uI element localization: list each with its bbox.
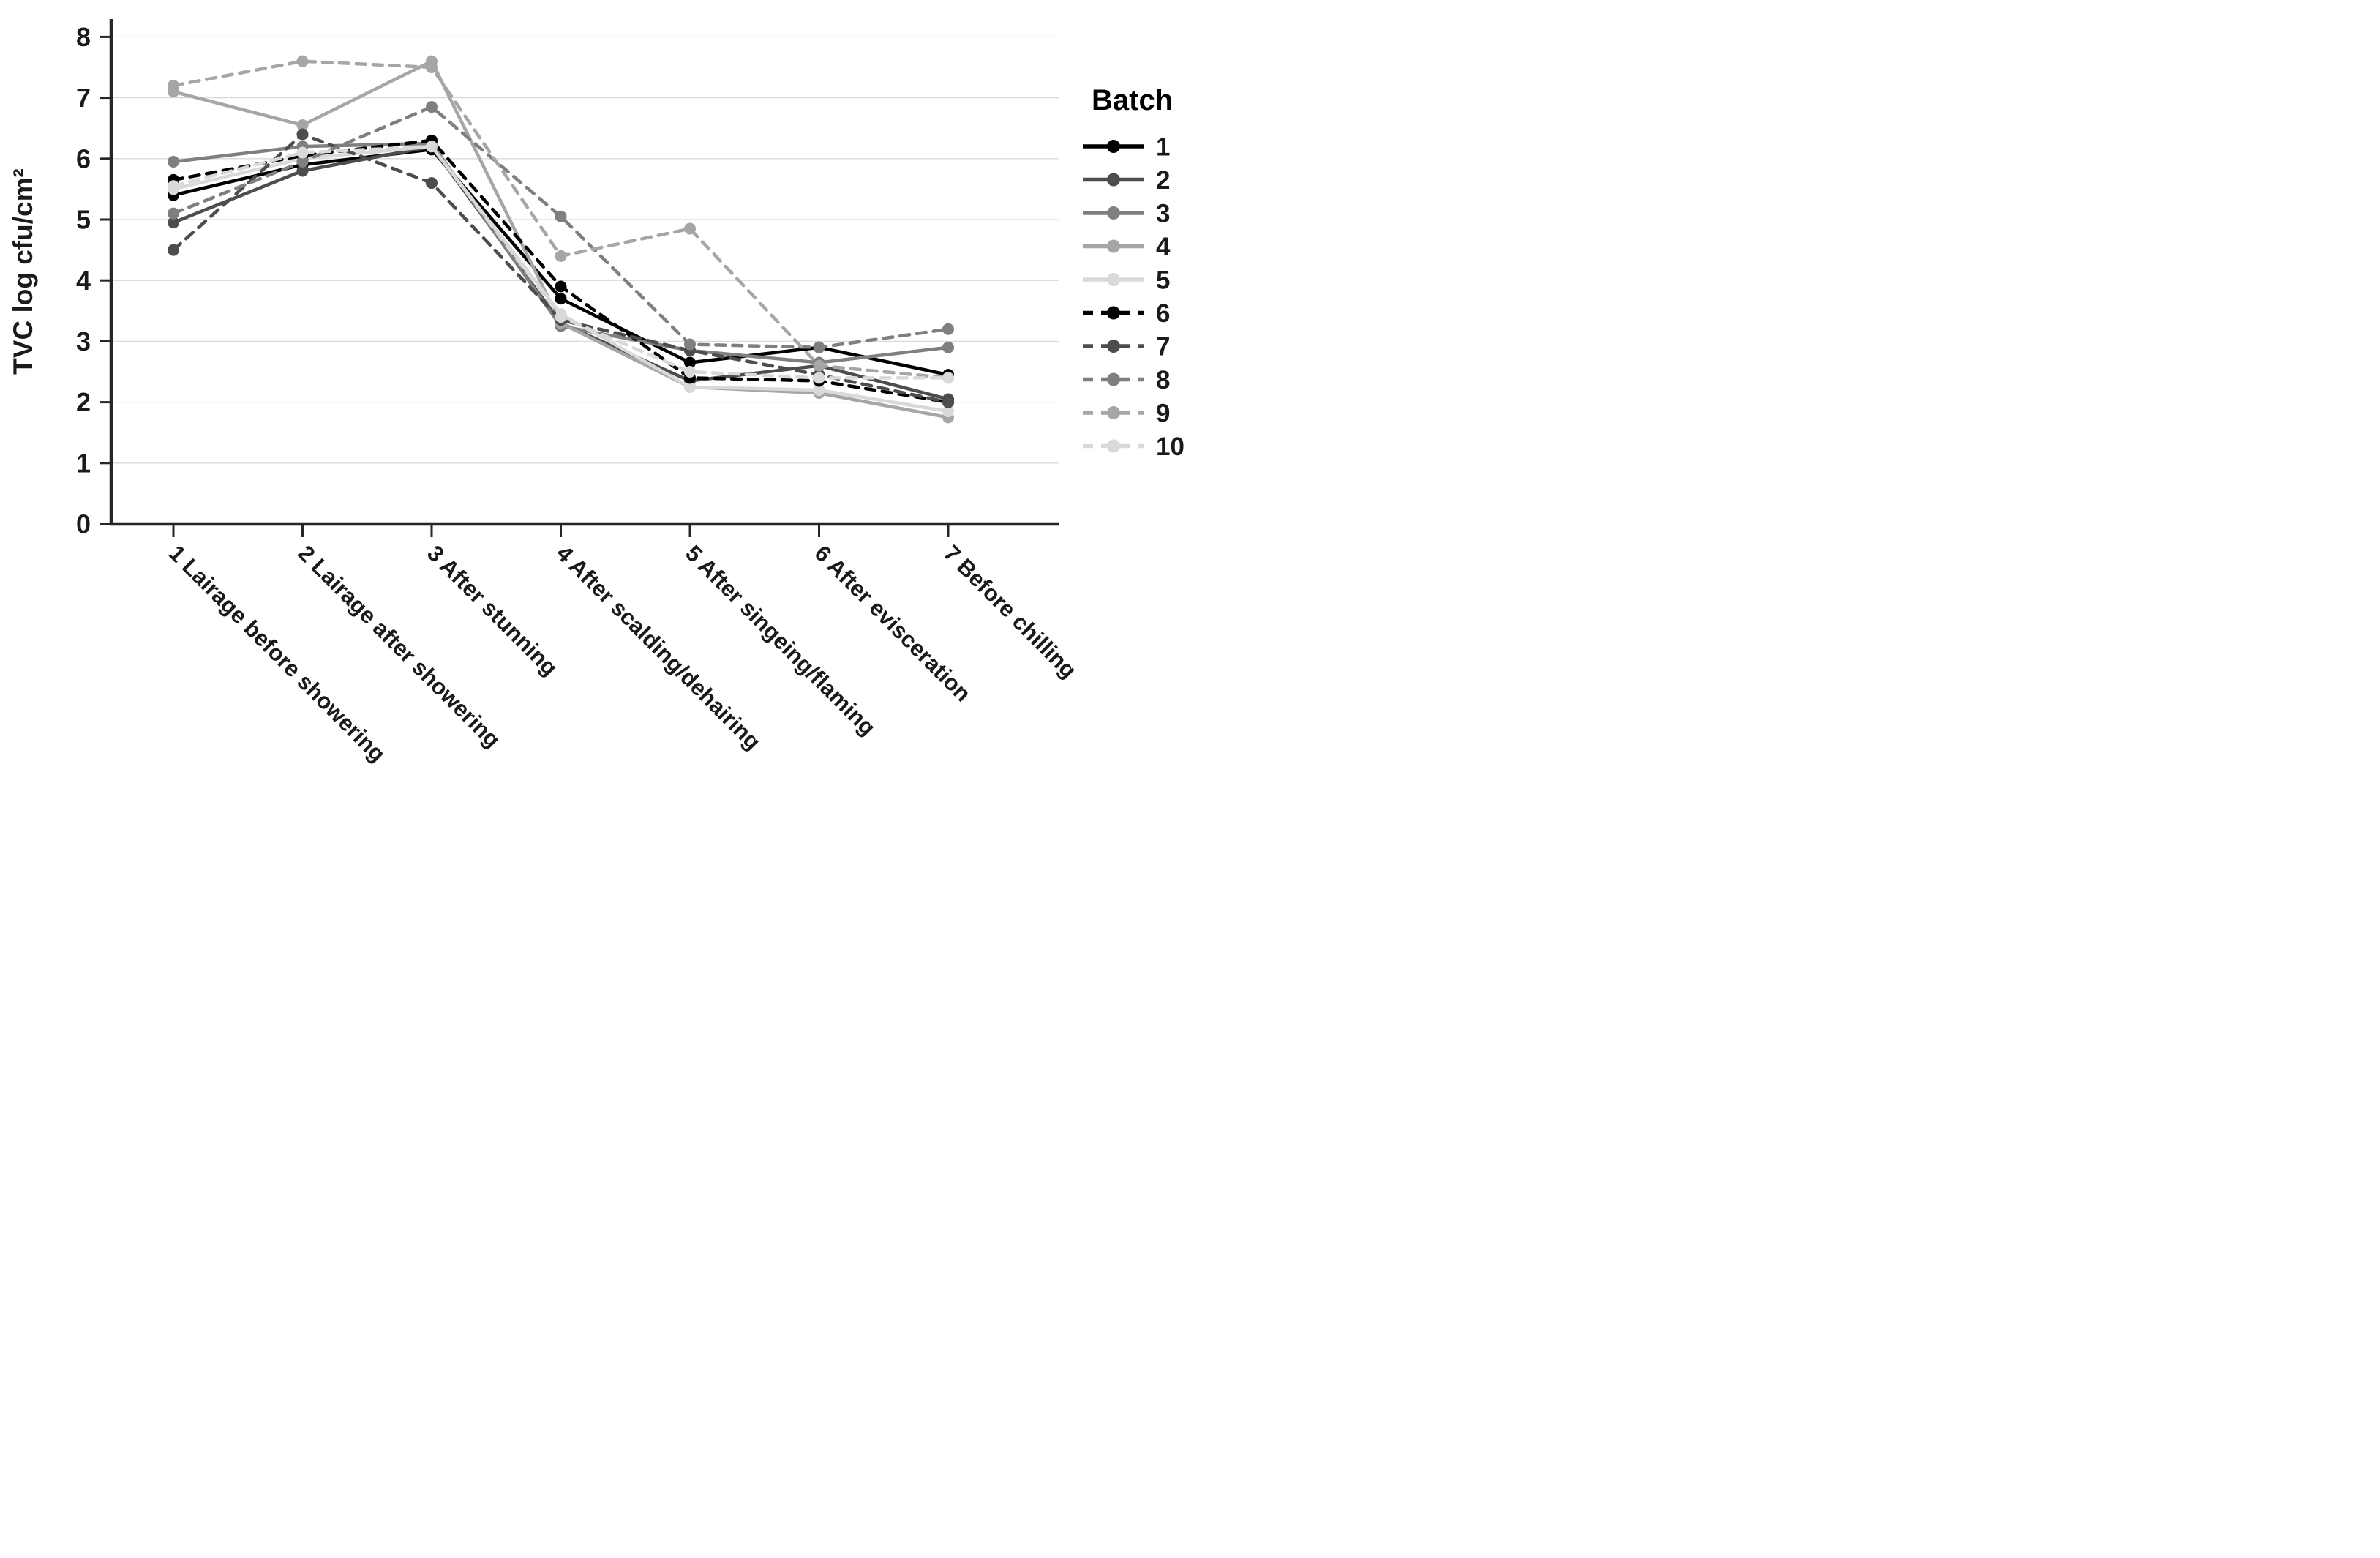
y-tick-label-1: 1 — [76, 448, 91, 478]
y-tick-labels: 0 1 2 3 4 5 6 7 8 — [76, 22, 111, 539]
marker-batch-8-stage-6 — [813, 341, 825, 353]
legend-label-batch-1: 1 — [1156, 132, 1170, 161]
y-tick-label-3: 3 — [76, 326, 91, 356]
y-tick-label-0: 0 — [76, 509, 91, 539]
y-tick-label-6: 6 — [76, 143, 91, 173]
legend-label-batch-4: 4 — [1156, 233, 1171, 261]
series-line-batch-6 — [171, 138, 950, 404]
legend-label-batch-6: 6 — [1156, 299, 1170, 328]
legend-item-batch-5: 5 — [1083, 266, 1170, 294]
marker-batch-7-stage-1 — [168, 244, 179, 256]
marker-batch-3-stage-1 — [168, 155, 179, 168]
marker-batch-6-stage-4 — [555, 280, 567, 293]
legend-label-batch-8: 8 — [1156, 366, 1170, 394]
marker-batch-10-stage-5 — [684, 366, 696, 378]
marker-batch-8-stage-2 — [296, 155, 309, 168]
legend-swatch-marker-batch-4 — [1107, 239, 1120, 253]
legend-item-batch-2: 2 — [1083, 166, 1170, 195]
x-category-label-7: 7 Before chilling — [939, 540, 1081, 683]
marker-batch-9-stage-6 — [813, 359, 825, 372]
marker-batch-10-stage-6 — [813, 372, 825, 384]
legend-swatch-marker-batch-10 — [1107, 439, 1120, 453]
legend-item-batch-8: 8 — [1083, 366, 1170, 394]
marker-batch-10-stage-3 — [426, 141, 438, 153]
marker-batch-8-stage-7 — [942, 323, 954, 335]
x-category-label-2: 2 Lairage after showering — [293, 540, 506, 752]
x-category-label-4: 4 After scalding/dehairing — [552, 540, 766, 754]
series-line-batch-5 — [171, 144, 950, 413]
x-category-label-1: 1 Lairage before showering — [164, 540, 391, 767]
marker-batch-9-stage-2 — [296, 55, 309, 67]
marker-batch-8-stage-1 — [168, 207, 179, 220]
legend-label-batch-9: 9 — [1156, 399, 1170, 427]
marker-batch-5-stage-7 — [942, 405, 954, 418]
marker-batch-1-stage-4 — [555, 293, 567, 305]
marker-batch-8-stage-3 — [426, 101, 438, 113]
legend-swatch-marker-batch-8 — [1107, 372, 1120, 386]
y-tick-label-5: 5 — [76, 205, 91, 235]
gridlines — [111, 36, 1059, 464]
tvc-line-chart: 0 1 2 3 4 5 6 7 8 TVC log cfu/cm² 1 Lairage before… — [8, 19, 1185, 767]
legend-swatch-marker-batch-2 — [1107, 173, 1120, 187]
legend-swatch-marker-batch-7 — [1107, 340, 1120, 353]
legend-item-batch-7: 7 — [1083, 332, 1170, 361]
series-line-batch-4 — [171, 59, 950, 419]
marker-batch-8-stage-5 — [684, 338, 696, 351]
series-batch-8 — [168, 101, 954, 353]
chart-page: 0 1 2 3 4 5 6 7 8 TVC log cfu/cm² 1 Lairage before… — [0, 0, 1190, 779]
marker-batch-2-stage-1 — [168, 217, 179, 229]
series-batch-2 — [168, 141, 954, 405]
legend-label-batch-3: 3 — [1156, 199, 1170, 228]
series-batch-5 — [168, 141, 954, 418]
marker-batch-2-stage-2 — [296, 165, 309, 177]
legend-item-batch-6: 6 — [1083, 299, 1170, 328]
legend-label-batch-5: 5 — [1156, 266, 1170, 294]
legend-swatch-marker-batch-6 — [1107, 306, 1120, 320]
x-category-label-3: 3 After stunning — [422, 540, 563, 681]
legend-swatch-marker-batch-9 — [1107, 406, 1120, 419]
marker-batch-3-stage-7 — [942, 341, 954, 353]
legend-title: Batch — [1092, 84, 1173, 116]
marker-batch-4-stage-2 — [296, 119, 309, 132]
legend-label-batch-10: 10 — [1156, 432, 1185, 461]
marker-batch-10-stage-4 — [555, 311, 567, 323]
y-tick-label-7: 7 — [76, 83, 91, 113]
y-tick-label-2: 2 — [76, 387, 91, 417]
marker-batch-1-stage-5 — [684, 356, 696, 369]
marker-batch-10-stage-7 — [942, 372, 954, 384]
marker-batch-7-stage-7 — [942, 396, 954, 408]
marker-batch-5-stage-6 — [813, 383, 825, 396]
marker-batch-10-stage-1 — [168, 180, 179, 192]
legend-swatch-marker-batch-5 — [1107, 273, 1120, 286]
series-line-batch-10 — [171, 144, 950, 380]
marker-batch-9-stage-4 — [555, 250, 567, 262]
marker-batch-5-stage-5 — [684, 381, 696, 393]
legend-item-batch-10: 10 — [1083, 432, 1185, 461]
legend-label-batch-2: 2 — [1156, 166, 1170, 195]
legend-item-batch-4: 4 — [1083, 233, 1171, 261]
legend-swatch-marker-batch-1 — [1107, 140, 1120, 153]
marker-batch-9-stage-1 — [168, 79, 179, 91]
legend-item-batch-1: 1 — [1083, 132, 1170, 161]
legend-label-batch-7: 7 — [1156, 332, 1170, 361]
marker-batch-7-stage-2 — [296, 128, 309, 141]
legend-swatch-marker-batch-3 — [1107, 206, 1120, 220]
marker-batch-7-stage-3 — [426, 177, 438, 190]
marker-batch-9-stage-5 — [684, 222, 696, 235]
legend-item-batch-3: 3 — [1083, 199, 1170, 228]
axes — [109, 19, 1059, 526]
legend: Batch 1 2 3 4 5 6 7 8 9 10 — [1083, 84, 1185, 461]
legend-item-batch-9: 9 — [1083, 399, 1170, 427]
series-batch-10 — [168, 141, 954, 384]
y-tick-label-8: 8 — [76, 22, 91, 52]
y-tick-label-4: 4 — [76, 266, 91, 296]
marker-batch-9-stage-3 — [426, 61, 438, 73]
y-axis-title: TVC log cfu/cm² — [8, 168, 38, 375]
marker-batch-8-stage-4 — [555, 210, 567, 222]
marker-batch-10-stage-2 — [296, 146, 309, 159]
